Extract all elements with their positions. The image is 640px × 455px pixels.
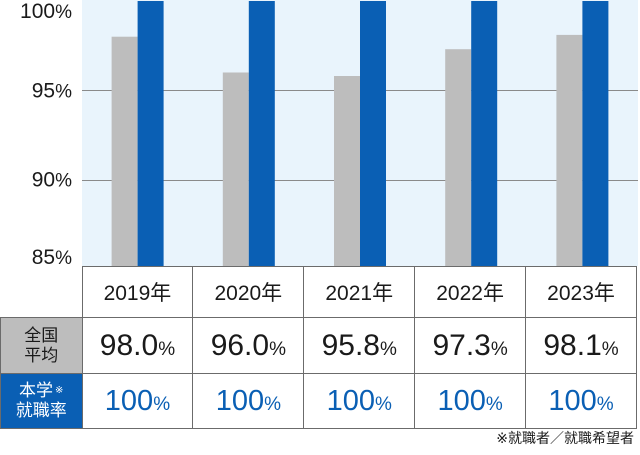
school-rate-bar [137, 1, 164, 266]
school-rate-bar [360, 1, 386, 266]
national-average-row: 全国 平均 98.0% 96.0% 95.8% 97.3% 98.1% [0, 317, 637, 374]
year-header: 2020年 [192, 266, 305, 318]
year-label: 2019年 [103, 282, 172, 305]
national-average-label: 全国 平均 [0, 317, 83, 374]
year-label: 2020年 [214, 282, 283, 305]
national-average-cell: 95.8% [303, 317, 416, 374]
table-corner [0, 266, 83, 318]
national-average-label-line1: 全国 [24, 325, 59, 345]
national-average-bar [111, 36, 138, 266]
unit: % [374, 393, 392, 415]
year-header: 2023年 [525, 266, 637, 318]
year-label: 2021年 [325, 282, 394, 305]
value: 97.3 [432, 328, 491, 362]
school-rate-cell: 100% [525, 373, 637, 429]
y-tick-label: 85% [32, 246, 72, 266]
unit: % [269, 338, 286, 360]
school-rate-bar [248, 1, 275, 266]
unit: % [158, 338, 176, 360]
footnote-mark: ※ [55, 385, 64, 396]
year-header-row: 2019年 2020年 2021年 2022年 2023年 [0, 266, 637, 318]
unit: % [601, 338, 619, 360]
y-tick-label: 95% [32, 79, 72, 102]
year-label: 2022年 [436, 282, 504, 305]
value: 100 [326, 384, 375, 417]
bars [111, 1, 609, 266]
national-average-bar [556, 34, 583, 266]
school-rate-cell: 100% [81, 373, 194, 429]
national-average-cell: 96.0% [192, 317, 305, 374]
national-average-cell: 98.1% [525, 317, 637, 374]
year-header: 2019年 [81, 266, 194, 318]
footnote: ※就職者／就職希望者 [496, 430, 634, 446]
school-employment-rate-label: 本学 ※ 就職率 [0, 373, 83, 429]
unit: % [379, 338, 397, 360]
value: 100 [215, 384, 265, 417]
value: 100 [548, 384, 597, 417]
value: 96.0 [210, 328, 270, 362]
school-rate-cell: 100% [303, 373, 416, 429]
unit: % [490, 338, 508, 360]
data-table: 2019年 2020年 2021年 2022年 2023年 全国 平均 98.0… [0, 266, 637, 429]
school-rate-cell: 100% [414, 373, 527, 429]
national-average-cell: 98.0% [81, 317, 194, 374]
national-average-bar [445, 49, 472, 266]
school-employment-rate-row: 本学 ※ 就職率 100% 100% 100% 100% 100% [0, 373, 637, 429]
school-employment-rate-label-line1: 本学 [19, 381, 54, 400]
bar-chart: 85% 90% 95% 100% [20, 0, 638, 266]
value: 98.0 [99, 328, 159, 362]
year-header: 2021年 [303, 266, 416, 318]
value: 98.1 [543, 328, 602, 362]
national-average-cell: 97.3% [414, 317, 527, 374]
school-rate-cell: 100% [192, 373, 305, 429]
year-label: 2023年 [547, 282, 615, 305]
school-employment-rate-label-line2: 就職率 [15, 401, 67, 420]
national-average-label-line2: 平均 [24, 345, 59, 365]
school-rate-bar [582, 1, 609, 266]
unit: % [153, 393, 171, 415]
unit: % [485, 393, 503, 415]
y-axis-ticks: 85% 90% 95% 100% [20, 0, 72, 266]
national-average-bar [334, 76, 360, 266]
unit: % [596, 393, 614, 415]
y-tick-label: 100% [20, 0, 72, 23]
value: 100 [437, 384, 486, 417]
unit: % [264, 393, 281, 415]
year-header: 2022年 [414, 266, 527, 318]
y-tick-label: 90% [32, 169, 72, 192]
national-average-bar [222, 72, 249, 266]
value: 100 [104, 384, 154, 417]
school-rate-bar [471, 1, 498, 266]
value: 95.8 [321, 328, 380, 362]
